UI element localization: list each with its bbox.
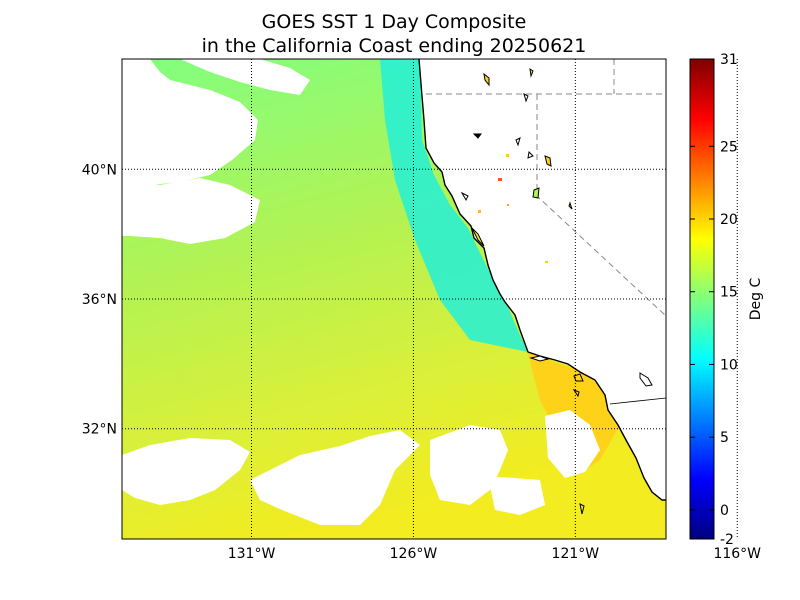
longitude-label: 126°W: [390, 546, 438, 562]
coastline: [418, 59, 666, 501]
colorbar-tick-label: 15: [720, 285, 738, 301]
land-mass: [419, 59, 666, 500]
colorbar-ticks: -2 0 5 10 15 20 25 31: [690, 52, 738, 548]
longitude-label: 131°W: [228, 546, 276, 562]
colorbar-tick-label: 20: [720, 212, 738, 228]
colorbar-tick-label: 25: [720, 139, 738, 155]
warm-bight: [528, 352, 620, 470]
islands-and-lakes: [460, 67, 653, 515]
colorbar-tick-label: 31: [720, 52, 738, 68]
colorbar-gradient: [689, 58, 715, 540]
small-warm-patches: [478, 154, 548, 263]
map-frame: [121, 58, 667, 540]
colorbar-tick-label: 10: [720, 357, 738, 373]
latitude-labels: 32°N 36°N 40°N: [82, 162, 117, 437]
colorbar-tick-label: -2: [720, 532, 734, 548]
no-data-regions: [122, 59, 600, 525]
colorbar-tick-label: 5: [720, 430, 729, 446]
colorbar: -2 0 5 10 15 20 25 31 Deg C: [689, 52, 764, 548]
longitude-label: 121°W: [552, 546, 600, 562]
colorbar-label: Deg C: [748, 278, 764, 321]
latitude-label: 40°N: [82, 162, 117, 178]
map-title-line-2: in the California Coast ending 20250621: [201, 35, 587, 57]
longitude-labels: 131°W 126°W 121°W 116°W: [228, 546, 761, 562]
latitude-label: 32°N: [82, 422, 117, 438]
map-title-line-1: GOES SST 1 Day Composite: [261, 11, 527, 33]
latitude-label: 36°N: [82, 292, 117, 308]
graticule: [122, 59, 738, 539]
coastal-upwelling-band: [380, 59, 528, 352]
colorbar-tick-label: 0: [720, 503, 729, 519]
longitude-label: 116°W: [713, 546, 761, 562]
country-border: [609, 397, 666, 405]
